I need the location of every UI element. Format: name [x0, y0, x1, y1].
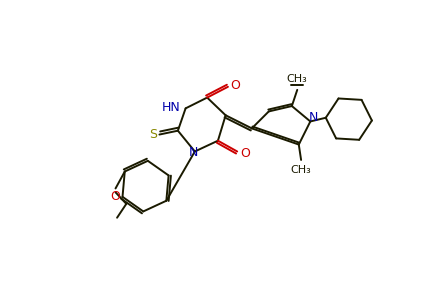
Text: HN: HN — [162, 101, 181, 114]
Text: N: N — [309, 111, 318, 124]
Text: S: S — [149, 128, 157, 141]
Text: O: O — [240, 147, 250, 160]
Text: N: N — [189, 146, 198, 159]
Text: CH₃: CH₃ — [287, 74, 308, 84]
Text: O: O — [231, 79, 241, 92]
Text: O: O — [110, 190, 120, 203]
Text: CH₃: CH₃ — [291, 165, 311, 175]
